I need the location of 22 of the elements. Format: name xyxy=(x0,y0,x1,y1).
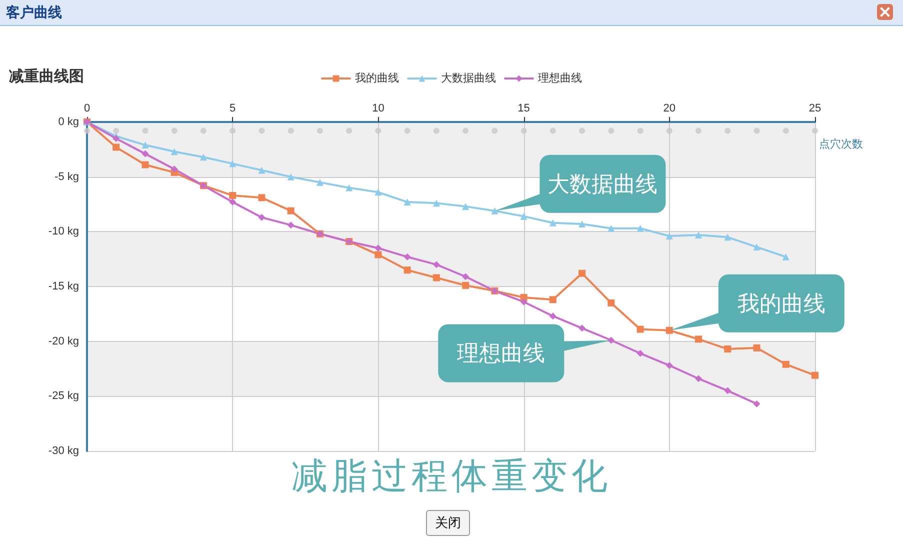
text: 关闭 xyxy=(426,510,470,536)
y-tick-label: -10 kg xyxy=(48,226,79,238)
text: 减脂过程体重变化 xyxy=(292,456,612,497)
y-tick-label: -15 kg xyxy=(48,280,79,292)
x-tick-label: 5 xyxy=(230,102,236,114)
legend-label: 理想曲线 xyxy=(538,72,582,84)
legend-label: 我的曲线 xyxy=(355,72,399,84)
x-tick-label: 20 xyxy=(663,102,676,114)
annotation: 我的曲线 xyxy=(737,290,826,316)
legend-label: 大数据曲线 xyxy=(441,72,496,84)
y-tick-label: -30 kg xyxy=(48,445,79,457)
x-tick-label: 25 xyxy=(808,102,822,114)
x-tick-label: 15 xyxy=(518,102,530,114)
y-tick-label: -25 kg xyxy=(48,390,79,402)
x-axis-title: 点穴次数 xyxy=(819,138,863,150)
chart-title: 减重曲线图 xyxy=(9,68,84,85)
text: 客户曲线 xyxy=(0,0,903,26)
x-tick-label: 0 xyxy=(84,102,90,114)
y-tick-label: -5 kg xyxy=(54,170,79,183)
x-tick-label: 10 xyxy=(372,102,384,114)
y-tick-label: -20 kg xyxy=(48,335,79,348)
y-tick-label: 0 kg xyxy=(58,116,79,128)
